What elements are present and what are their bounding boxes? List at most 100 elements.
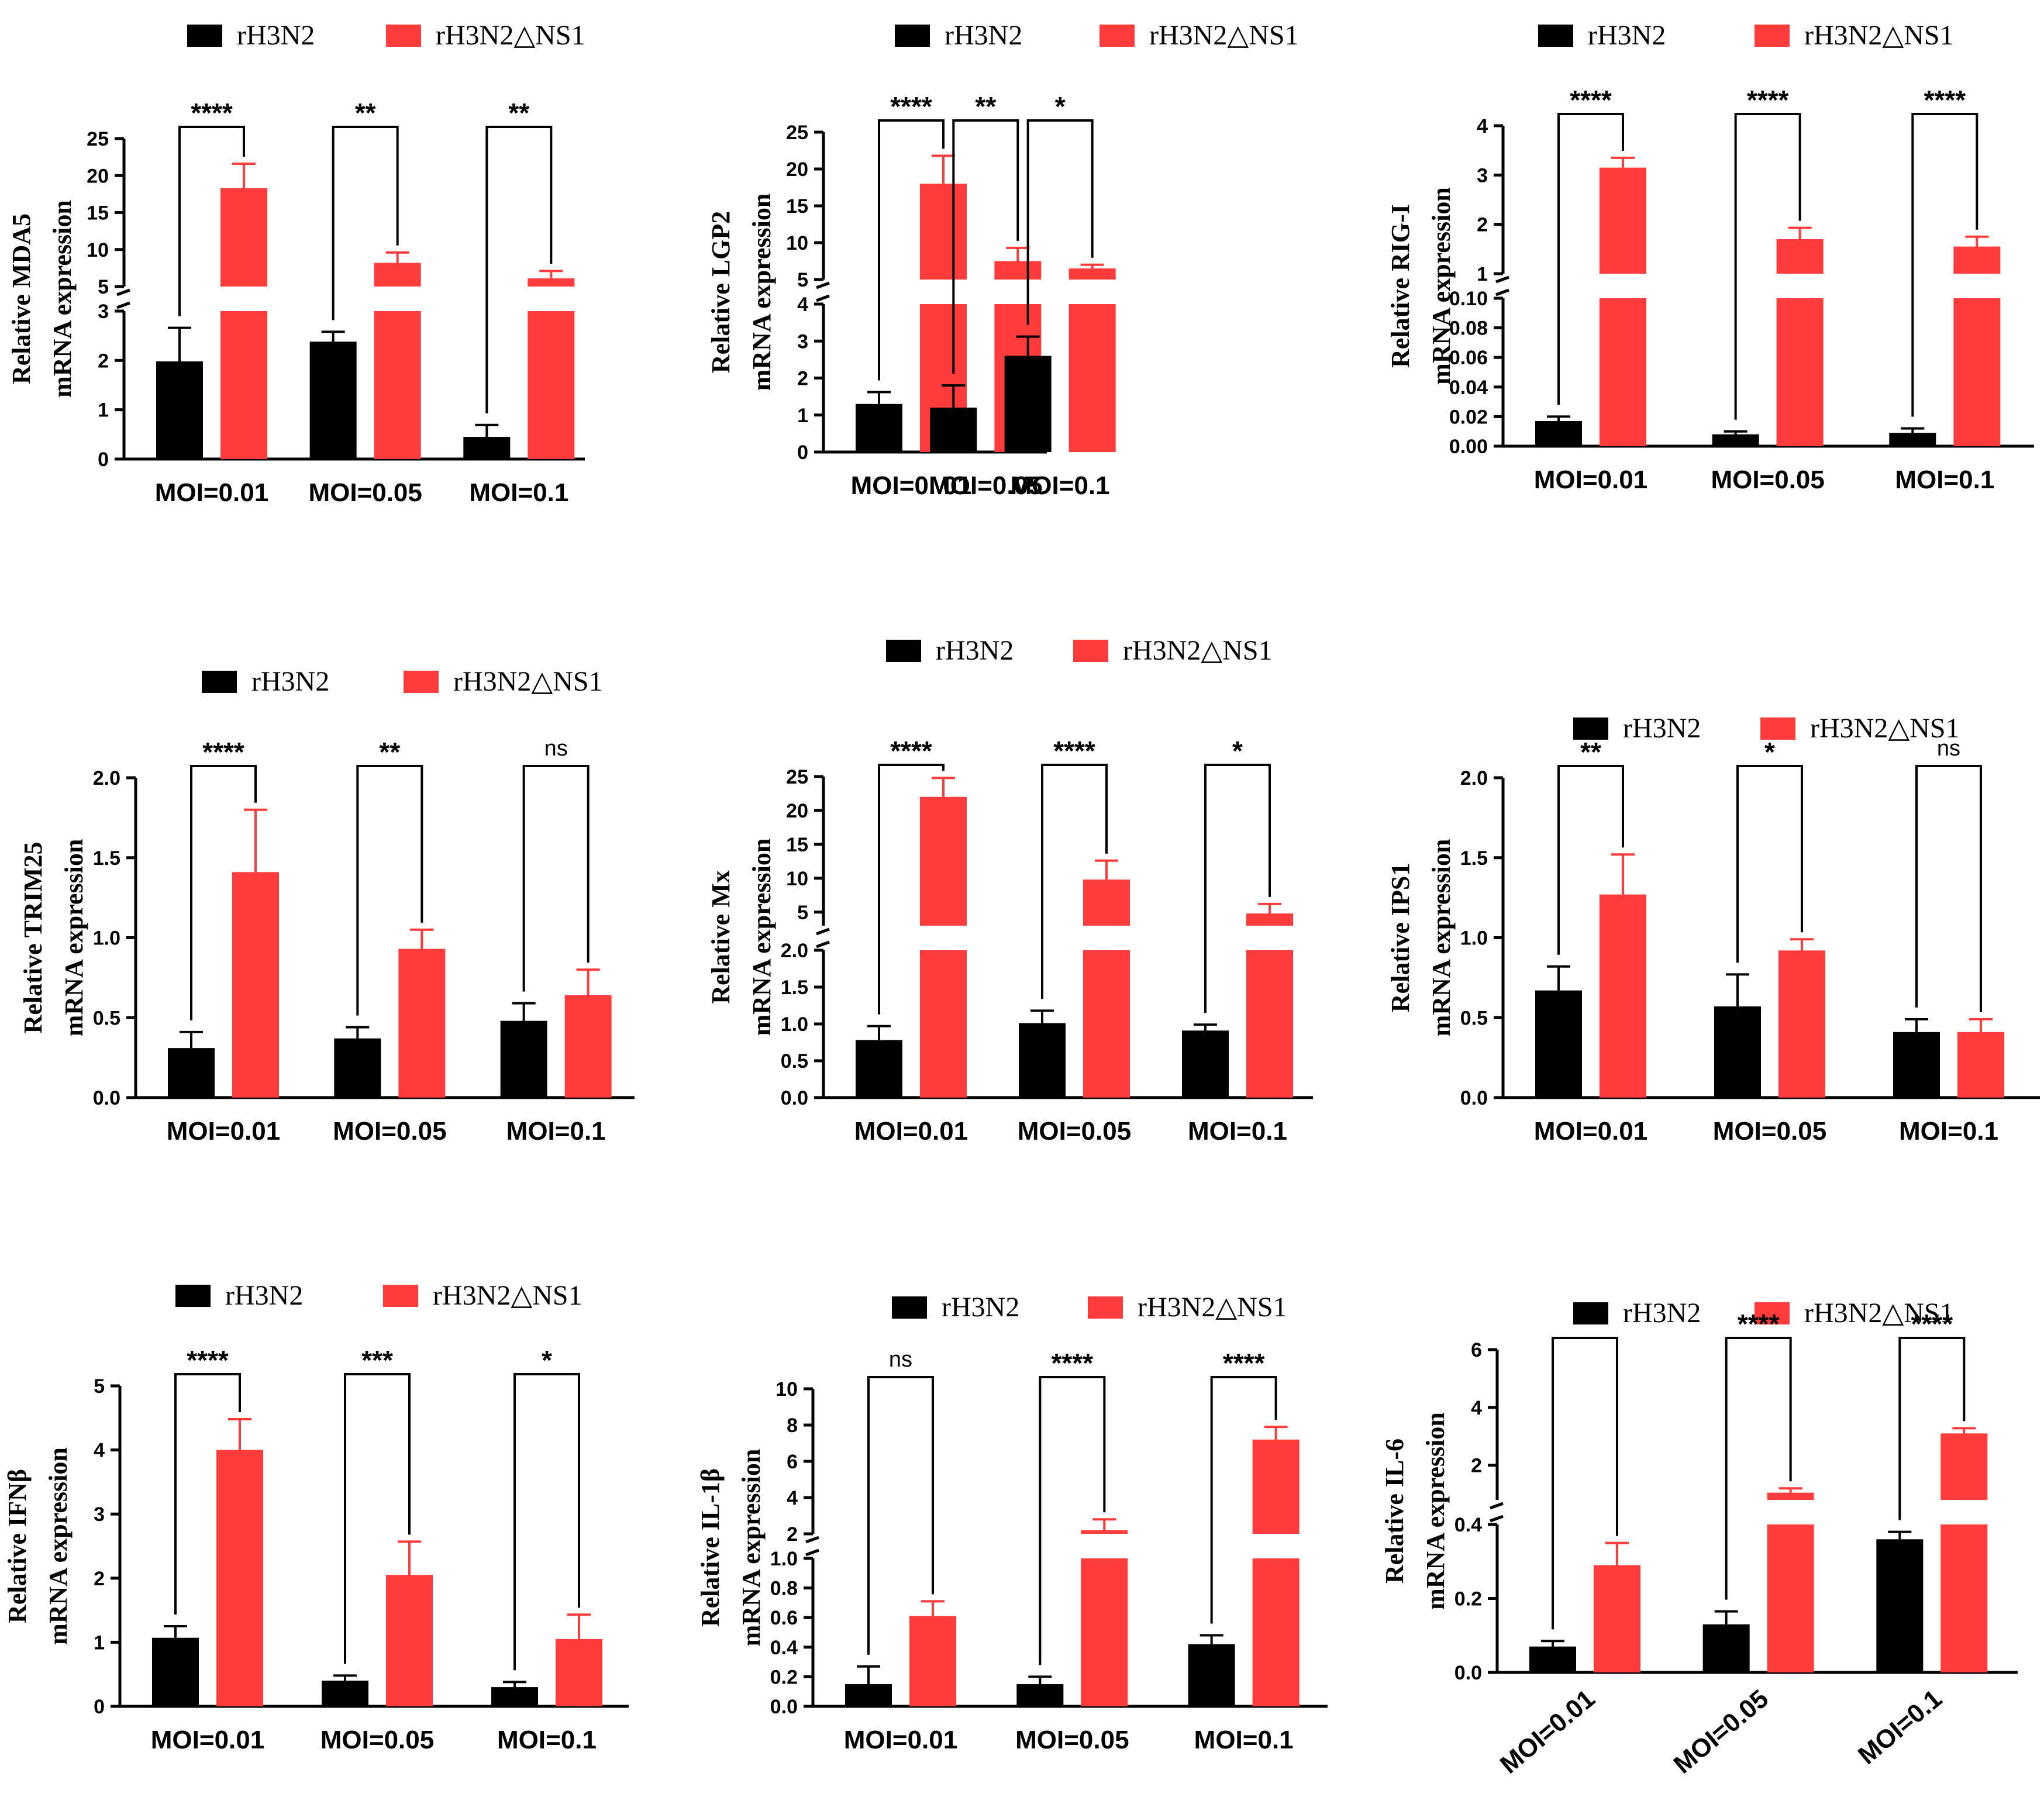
legend-label-a: rH3N2 — [251, 666, 329, 697]
y-tick-label: 25 — [786, 766, 808, 788]
bar-b — [1600, 894, 1646, 1098]
y-tick-label: 10 — [775, 1378, 798, 1400]
y-tick-label: 4 — [787, 1487, 798, 1509]
bar-a — [463, 437, 511, 459]
bar-b — [528, 311, 575, 459]
bar-b-upper — [1246, 913, 1293, 926]
x-tick-label: MOI=0.1 — [1853, 1684, 1948, 1770]
bar-b-upper — [220, 188, 267, 287]
y-tick-label: 2 — [94, 1568, 105, 1590]
y-tick-label: 0.2 — [770, 1666, 798, 1688]
y-axis-label-line: mRNA expression — [1427, 839, 1456, 1037]
legend-label-b: rH3N2△NS1 — [1810, 713, 1960, 744]
y-tick-label: 20 — [87, 165, 109, 187]
y-tick-label: 15 — [786, 834, 808, 856]
y-axis-label-line: Relative RIG-I — [1386, 204, 1415, 368]
bar-b — [1594, 1565, 1640, 1672]
x-tick-label: MOI=0.05 — [308, 478, 422, 507]
legend: rH3N2 rH3N2△NS1 — [1573, 713, 1960, 744]
bar-a — [1004, 356, 1052, 452]
significance-bracket — [1210, 1376, 1277, 1624]
bar-b — [1600, 298, 1646, 446]
y-tick-label: 20 — [786, 158, 808, 181]
significance-label: **** — [1053, 736, 1095, 766]
significance-label: **** — [1747, 85, 1789, 115]
y-tick-label: 20 — [786, 800, 808, 822]
y-axis-label-line: mRNA expression — [1427, 187, 1456, 385]
y-tick-label: 25 — [786, 122, 808, 144]
bar-b-upper — [1600, 167, 1646, 274]
x-tick-label: MOI=0.05 — [1713, 1117, 1826, 1146]
legend-label-a: rH3N2 — [1588, 20, 1666, 51]
y-tick-label: 2 — [98, 350, 109, 372]
significance-bracket — [867, 1376, 934, 1655]
bar-b-upper — [994, 261, 1042, 280]
y-tick-label: 3 — [98, 301, 109, 323]
legend-swatch-a — [886, 640, 921, 662]
legend-swatch-a — [175, 1285, 211, 1307]
legend-swatch-a — [187, 25, 222, 47]
significance-bracket — [178, 126, 245, 316]
chart-panel-7: rH3N2 rH3N2△NS1 Relative IFNβ mRNA expressi… — [3, 1280, 629, 1754]
bar-b — [1252, 1558, 1300, 1706]
legend-label-a: rH3N2 — [942, 1292, 1019, 1323]
y-axis-label: Relative IPS1 mRNA expression — [1386, 839, 1456, 1037]
axes — [804, 1387, 1328, 1708]
y-axis-label-line: mRNA expression — [737, 1449, 766, 1647]
y-tick-label: 4 — [1477, 115, 1488, 137]
bar-b — [398, 948, 446, 1098]
bar-b — [1940, 1524, 1988, 1672]
significance-bracket — [878, 119, 945, 381]
legend-label-a: rH3N2 — [225, 1280, 303, 1311]
chart-panel-8: rH3N2 rH3N2△NS1 Relative IL-1β mRNA express… — [696, 1292, 1328, 1754]
bar-b-upper — [1081, 1530, 1128, 1534]
legend-label-b: rH3N2△NS1 — [1123, 635, 1273, 666]
axes — [814, 775, 1313, 1099]
y-tick-label: 0.4 — [1454, 1514, 1482, 1536]
significance-label: ns — [544, 736, 568, 761]
significance-bracket — [1915, 765, 1982, 1012]
y-tick-label: 0.0 — [93, 1087, 120, 1109]
bar-a — [1529, 1646, 1576, 1672]
y-tick-label: 0 — [94, 1696, 105, 1718]
axis-break-mark — [1495, 275, 1509, 284]
axis-break-mark — [816, 281, 830, 289]
bar-b-upper — [1767, 1492, 1814, 1500]
legend: rH3N2 rH3N2△NS1 — [1573, 1298, 1954, 1329]
bar-b — [386, 1575, 433, 1706]
y-tick-label: 15 — [87, 202, 109, 225]
significance-label: ** — [379, 737, 400, 767]
bar-a — [491, 1687, 538, 1706]
bar-a — [1714, 1006, 1761, 1098]
bar-a — [309, 341, 357, 459]
y-axis-label-line: mRNA expression — [747, 194, 776, 391]
y-tick-label: 1.0 — [1460, 927, 1488, 950]
legend-label-b: rH3N2△NS1 — [1804, 20, 1954, 51]
significance-bracket — [344, 1373, 411, 1664]
significance-bracket — [1557, 765, 1624, 955]
significance-label: **** — [1570, 85, 1612, 115]
y-axis-label: Relative IFNβ mRNA expression — [3, 1447, 73, 1645]
significance-bracket — [190, 765, 257, 1020]
axis-break-mark — [816, 294, 830, 302]
legend: rH3N2 rH3N2△NS1 — [1538, 20, 1954, 51]
bar-b-upper — [1953, 246, 2001, 274]
legend-label-a: rH3N2 — [1623, 713, 1701, 744]
y-axis-label-line: mRNA expression — [1421, 1412, 1450, 1610]
bar-a — [1019, 1023, 1066, 1098]
bar-b — [920, 950, 967, 1098]
legend-swatch-a — [1538, 25, 1573, 47]
bar-b-upper — [1068, 268, 1116, 280]
x-tick-label: MOI=0.01 — [167, 1117, 280, 1146]
bar-b — [1957, 1032, 2004, 1098]
y-tick-label: 0.00 — [1449, 436, 1488, 458]
axes — [1494, 776, 2040, 1099]
significance-bracket — [1734, 113, 1801, 420]
y-axis-label: Relative IL-1β mRNA expression — [696, 1449, 766, 1647]
y-tick-label: 3 — [1477, 164, 1488, 187]
significance-label: * — [1764, 737, 1775, 767]
y-tick-label: 2.0 — [93, 767, 120, 789]
significance-label: **** — [191, 98, 233, 128]
bar-a — [856, 403, 902, 452]
axes — [111, 1384, 629, 1708]
